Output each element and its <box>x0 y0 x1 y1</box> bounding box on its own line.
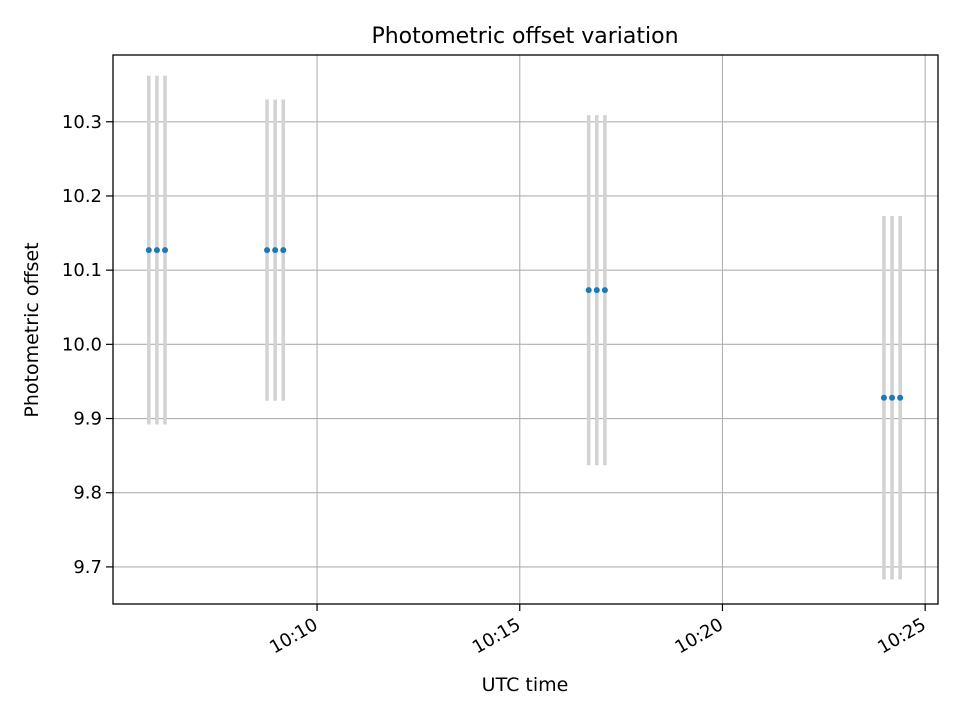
y-tick-label: 9.9 <box>73 409 102 430</box>
y-tick-label: 10.0 <box>62 334 102 355</box>
data-point <box>889 394 896 401</box>
y-axis-label: Photometric offset <box>21 242 43 417</box>
data-point <box>593 287 600 294</box>
data-point <box>153 247 160 254</box>
x-axis-label: UTC time <box>482 674 569 696</box>
plot-frame <box>112 54 939 605</box>
grid <box>113 55 938 604</box>
chart-title: Photometric offset variation <box>371 24 678 49</box>
y-tick-label: 9.8 <box>73 483 102 504</box>
y-axis-ticks: 9.7 9.8 9.9 10.0 10.1 10.2 10.3 <box>62 112 113 578</box>
data-point <box>145 247 152 254</box>
data-point <box>897 394 904 401</box>
y-tick-label: 9.7 <box>73 557 102 578</box>
data-point <box>601 287 608 294</box>
y-tick-label: 10.2 <box>62 186 102 207</box>
y-tick-label: 10.3 <box>62 112 102 133</box>
data-point <box>272 247 279 254</box>
data-points <box>145 247 904 401</box>
data-point <box>280 247 287 254</box>
y-tick-label: 10.1 <box>62 260 102 281</box>
data-point <box>264 247 271 254</box>
data-point <box>880 394 887 401</box>
data-point <box>585 287 592 294</box>
data-point <box>162 247 169 254</box>
